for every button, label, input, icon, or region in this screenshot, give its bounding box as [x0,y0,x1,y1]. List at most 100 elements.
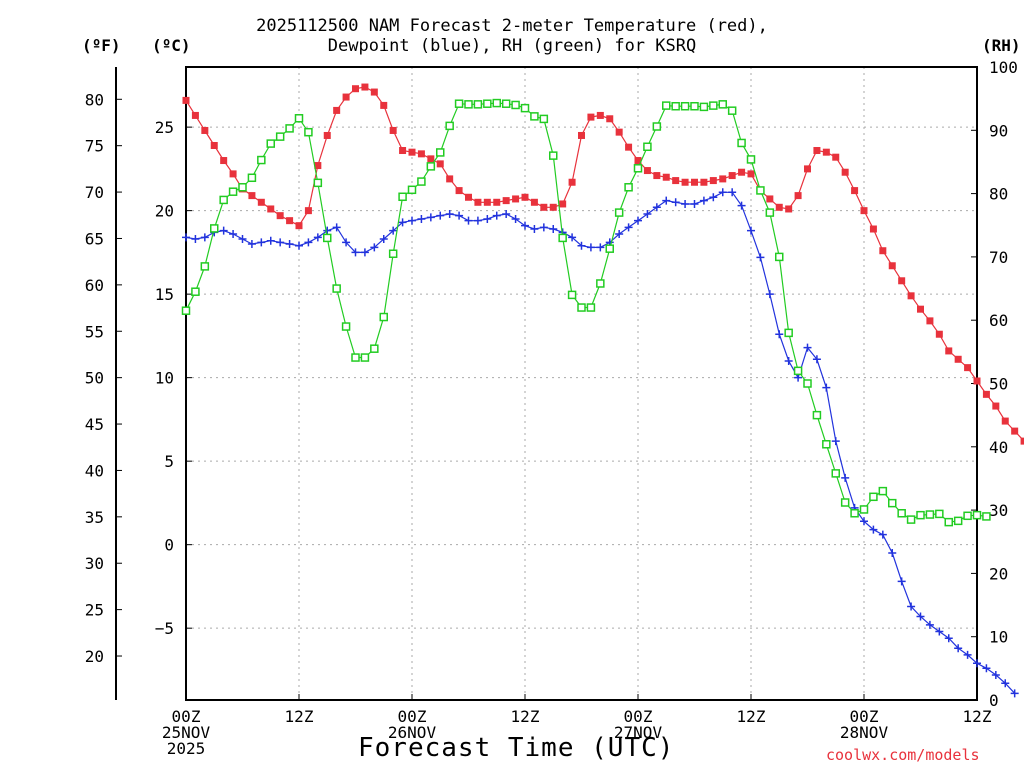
rh-point [652,122,662,131]
rh-point [803,379,812,388]
rh-tick-label: 70 [989,248,1008,267]
dewpoint-point [756,253,765,262]
temperature-point [380,101,388,109]
temperature-point [662,173,670,181]
temperature-point [917,305,924,313]
celsius-tick-label: 25 [155,118,174,137]
temperature-point [361,83,369,91]
rh-point [492,98,501,108]
temperature-point [775,203,783,211]
dewpoint-point [888,549,897,558]
temperature-point [813,147,821,155]
dewpoint-point [596,243,605,252]
temperature-point [333,106,341,114]
rh-point [313,178,323,188]
temperature-point [766,195,774,203]
temperature-point [954,355,962,363]
dewpoint-point [652,203,661,212]
temperature-point [691,178,698,186]
dewpoint-point [822,383,831,392]
temperature-point [822,148,830,156]
axes [115,66,978,701]
grid-lines [186,67,977,700]
temperature-point [512,195,520,203]
dewpoint-point [295,241,303,250]
dewpoint-point [963,650,972,659]
dewpoint-point [445,209,454,218]
rh-point [982,512,991,521]
rh-tick-label: 40 [989,438,1008,457]
fahrenheit-tick-label: 50 [85,369,104,388]
temperature-point [615,128,623,136]
dewpoint-point [247,240,256,249]
temperature-point [389,126,397,134]
temperature-point [201,126,209,134]
rh-point [925,510,935,519]
temperature-point [606,115,614,123]
rh-point [784,328,793,338]
rh-point [501,99,511,108]
rh-point [228,187,238,196]
dewpoint-point [436,211,445,220]
temperature-point [982,390,990,398]
rh-point [624,183,633,192]
rh-point [633,164,643,173]
dewpoint-point [634,216,642,225]
temperature-point [182,96,190,104]
rh-point [737,138,746,148]
x-tick-label: 12Z [963,707,992,726]
temperature-point [399,147,407,155]
rh-point [831,469,840,478]
dewpoint-point [577,241,586,250]
dewpoint-point [812,355,821,364]
temperature-point [832,153,840,161]
dewpoint-point [662,196,671,205]
temperature-point [860,207,868,215]
x-tick-label: 00Z [172,707,201,726]
rh-point [351,353,360,362]
dewpoint-point [379,235,388,244]
dewpoint-point [313,233,322,242]
x-tick-label: 00Z [398,707,427,726]
dewpoint-point [238,235,247,244]
temperature-point [785,205,793,213]
temperature-point [417,150,425,158]
rh-point [323,233,332,243]
temperature-point [625,143,633,151]
series-layer [181,83,1024,698]
rh-tick-label: 60 [989,311,1008,330]
temperature-point [530,198,538,206]
dewpoint-point [257,238,266,247]
temperature-point [427,155,435,163]
temperature-point [672,177,680,185]
dewpoint-point [897,577,906,586]
dewpoint-point [803,343,812,352]
rh-point [558,233,567,243]
rh-point [247,173,257,183]
celsius-tick-label: 15 [155,285,174,304]
rh-point [426,162,436,171]
dewpoint-point [831,437,840,446]
rh-point [181,306,191,315]
dewpoint-point [737,201,746,210]
dewpoint-point [417,214,426,223]
dewpoint-point [568,233,577,242]
rh-point [530,112,539,121]
x-tick-label: 2025 [167,739,206,758]
fahrenheit-tick-label: 70 [85,183,104,202]
rh-point [756,186,765,195]
temperature-point [229,170,237,178]
temperature-point [634,157,642,165]
rh-point [539,114,549,124]
dewpoint-point [718,188,727,197]
temperature-point [220,157,228,165]
rh-point [398,192,407,202]
tick-labels: −505101520252025303540455055606570758001… [85,58,1018,758]
series-line-rh [185,102,987,523]
x-tick-label: 12Z [285,707,314,726]
celsius-tick-label: 20 [155,202,174,221]
temperature-point [747,170,755,178]
rh-point [454,99,464,108]
rh-point [793,366,803,376]
rh-tick-label: 50 [989,375,1008,394]
